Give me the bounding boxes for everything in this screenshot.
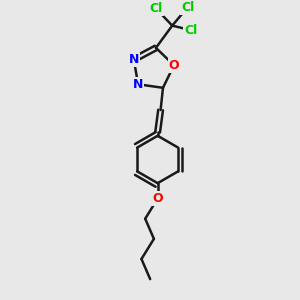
Text: O: O	[152, 192, 163, 205]
Text: Cl: Cl	[181, 1, 194, 14]
Text: N: N	[129, 53, 139, 66]
Text: Cl: Cl	[184, 24, 197, 37]
Text: O: O	[169, 59, 179, 72]
Text: Cl: Cl	[149, 2, 163, 15]
Text: N: N	[133, 78, 143, 91]
